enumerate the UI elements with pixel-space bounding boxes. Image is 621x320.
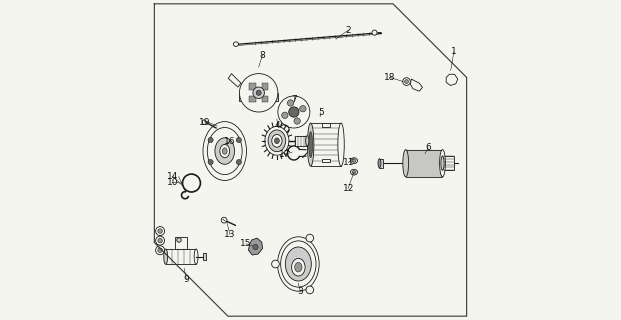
Bar [406, 150, 443, 177]
Ellipse shape [274, 138, 279, 144]
Ellipse shape [440, 150, 445, 177]
Circle shape [221, 217, 227, 223]
Text: 19: 19 [199, 118, 210, 127]
Text: 13: 13 [224, 230, 235, 239]
Ellipse shape [278, 237, 319, 291]
Ellipse shape [281, 241, 316, 287]
Text: 1: 1 [451, 47, 456, 56]
Circle shape [177, 238, 181, 242]
Circle shape [404, 80, 409, 84]
Circle shape [372, 30, 377, 35]
Circle shape [158, 238, 162, 243]
Text: 12: 12 [343, 184, 354, 193]
Bar [322, 123, 330, 127]
Text: 4: 4 [275, 121, 281, 130]
Text: 9: 9 [183, 275, 189, 284]
Ellipse shape [378, 159, 381, 168]
Ellipse shape [350, 169, 358, 175]
Ellipse shape [292, 258, 305, 276]
Bar [202, 253, 206, 260]
Text: 16: 16 [224, 137, 235, 146]
Circle shape [237, 138, 242, 143]
Text: 3: 3 [297, 287, 303, 296]
Polygon shape [248, 238, 263, 255]
Bar [310, 123, 341, 166]
Circle shape [156, 246, 165, 255]
Bar [166, 249, 196, 264]
Text: 2: 2 [345, 26, 351, 35]
Ellipse shape [233, 42, 238, 46]
Bar [322, 158, 330, 163]
Text: 17: 17 [278, 150, 290, 159]
Ellipse shape [164, 249, 168, 264]
Circle shape [240, 74, 278, 112]
Ellipse shape [338, 123, 344, 166]
Text: 8: 8 [260, 51, 265, 60]
Ellipse shape [202, 120, 206, 125]
Ellipse shape [272, 134, 282, 147]
Polygon shape [229, 74, 241, 87]
Bar [379, 159, 383, 168]
Circle shape [282, 112, 288, 118]
Circle shape [271, 260, 279, 268]
Text: 15: 15 [240, 239, 252, 248]
Ellipse shape [220, 144, 230, 158]
Circle shape [158, 248, 162, 252]
Bar [294, 136, 307, 146]
Text: 5: 5 [318, 108, 324, 117]
Ellipse shape [307, 123, 314, 166]
Bar [262, 83, 268, 90]
Circle shape [208, 138, 213, 143]
Ellipse shape [295, 262, 302, 272]
Polygon shape [446, 74, 458, 85]
Circle shape [208, 160, 213, 165]
Ellipse shape [265, 126, 289, 155]
Ellipse shape [222, 148, 227, 154]
Ellipse shape [285, 247, 311, 281]
Circle shape [237, 160, 242, 165]
Ellipse shape [352, 159, 356, 162]
Circle shape [289, 107, 299, 117]
Ellipse shape [352, 171, 356, 174]
Circle shape [278, 96, 310, 128]
Circle shape [300, 106, 306, 112]
Ellipse shape [207, 127, 242, 175]
Circle shape [288, 100, 294, 106]
Circle shape [158, 229, 162, 233]
Text: 7: 7 [291, 95, 297, 104]
Text: 18: 18 [384, 73, 396, 82]
Bar [175, 237, 187, 249]
Ellipse shape [350, 158, 358, 164]
Text: 10: 10 [166, 178, 178, 187]
Circle shape [294, 118, 301, 124]
Text: 6: 6 [425, 143, 431, 152]
Ellipse shape [403, 150, 409, 177]
Bar [262, 96, 268, 102]
Ellipse shape [203, 122, 247, 180]
Ellipse shape [306, 136, 309, 146]
Bar [249, 83, 255, 90]
Ellipse shape [215, 138, 235, 164]
Circle shape [306, 286, 314, 294]
Ellipse shape [441, 156, 444, 170]
Circle shape [156, 236, 165, 245]
Ellipse shape [194, 249, 198, 264]
Circle shape [256, 90, 261, 95]
Text: 14: 14 [166, 172, 178, 180]
Circle shape [156, 227, 165, 236]
Ellipse shape [268, 130, 286, 152]
Circle shape [402, 78, 410, 85]
Circle shape [253, 87, 265, 99]
Polygon shape [410, 79, 422, 91]
Bar [249, 96, 255, 102]
Ellipse shape [309, 132, 312, 158]
Circle shape [253, 244, 258, 250]
Text: 11: 11 [343, 158, 354, 167]
Circle shape [306, 234, 314, 242]
Bar [240, 93, 278, 101]
Bar [443, 156, 454, 170]
